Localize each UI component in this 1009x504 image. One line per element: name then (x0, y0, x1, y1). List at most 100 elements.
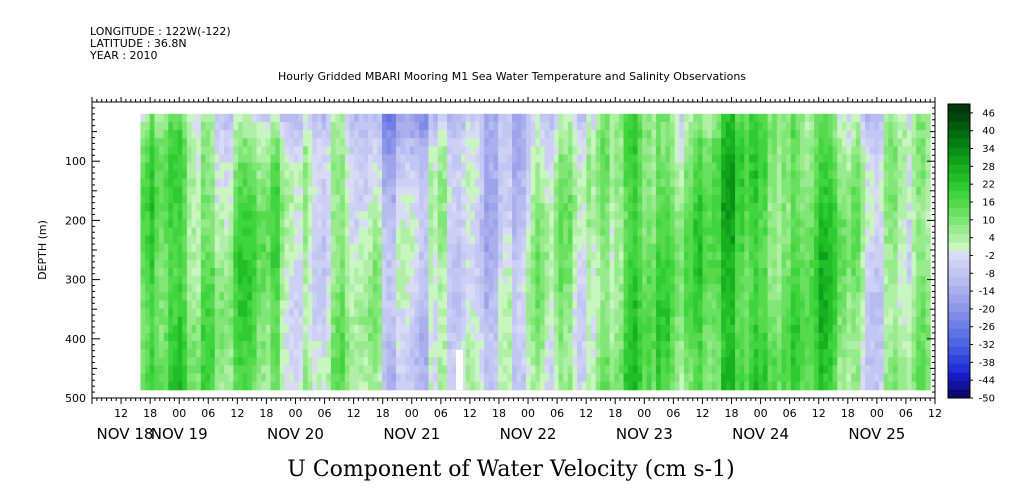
heatmap-cell (196, 292, 202, 302)
heatmap-cell (567, 332, 574, 342)
heatmap-cell (693, 308, 699, 318)
heatmap-cell (354, 259, 360, 269)
heatmap-cell (604, 194, 611, 204)
heatmap-cell (330, 211, 337, 220)
heatmap-cell (711, 381, 718, 391)
heatmap-cell (665, 219, 671, 229)
heatmap-cell (670, 146, 676, 156)
heatmap-cell (335, 170, 341, 180)
heatmap-cell (358, 170, 365, 180)
heatmap-cell (224, 276, 230, 285)
heatmap-cell (479, 284, 485, 293)
heatmap-cell (800, 162, 806, 172)
heatmap-cell (186, 332, 193, 342)
heatmap-cell (567, 324, 574, 334)
heatmap-cell (739, 357, 745, 366)
heatmap-cell (735, 235, 741, 245)
heatmap-cell (261, 130, 267, 139)
heatmap-cell (767, 178, 773, 188)
heatmap-cell (177, 365, 183, 375)
heatmap-cell (553, 138, 560, 147)
heatmap-cell (219, 235, 225, 245)
heatmap-cell (145, 341, 151, 350)
heatmap-cell (344, 284, 351, 293)
heatmap-cell (423, 332, 430, 342)
heatmap-cell (739, 211, 745, 220)
heatmap-cell (670, 170, 676, 180)
heatmap-cell (442, 186, 448, 196)
heatmap-cell (293, 235, 299, 245)
heatmap-cell (219, 138, 225, 147)
heatmap-cell (800, 357, 806, 366)
heatmap-cell (210, 251, 216, 261)
heatmap-cell (781, 227, 787, 237)
heatmap-cell (159, 243, 165, 253)
heatmap-cell (368, 170, 374, 180)
heatmap-cell (516, 381, 522, 391)
heatmap-cell (781, 219, 787, 229)
heatmap-cell (530, 365, 536, 375)
heatmap-cell (786, 219, 792, 229)
heatmap-cell (586, 381, 592, 391)
heatmap-cell (409, 203, 416, 212)
heatmap-cell (744, 259, 750, 269)
heatmap-cell (386, 324, 392, 334)
heatmap-cell (488, 219, 495, 229)
heatmap-cell (614, 373, 620, 383)
heatmap-cell (800, 292, 806, 302)
heatmap-cell (326, 154, 332, 164)
heatmap-cell (498, 211, 504, 220)
heatmap-cell (275, 308, 281, 318)
heatmap-cell (349, 284, 355, 293)
heatmap-cell (312, 235, 318, 245)
heatmap-cell (526, 243, 532, 253)
heatmap-cell (400, 170, 406, 180)
heatmap-cell (674, 316, 680, 326)
heatmap-cell (363, 219, 369, 229)
heatmap-cell (238, 276, 244, 285)
heatmap-cell (419, 349, 425, 358)
heatmap-cell (400, 203, 406, 212)
heatmap-cell (451, 194, 457, 204)
heatmap-cell (507, 194, 513, 204)
heatmap-cell (423, 162, 430, 172)
heatmap-cell (558, 349, 564, 358)
heatmap-cell (591, 211, 597, 220)
heatmap-cell (419, 381, 425, 391)
heatmap-cell (539, 162, 546, 172)
heatmap-cell (586, 211, 592, 220)
heatmap-cell (437, 276, 443, 285)
heatmap-cell (628, 373, 634, 383)
heatmap-cell (526, 259, 532, 269)
heatmap-cell (563, 130, 569, 139)
heatmap-cell (818, 276, 824, 285)
heatmap-cell (553, 381, 560, 391)
heatmap-cell (632, 121, 639, 131)
heatmap-cell (256, 373, 262, 383)
heatmap-cell (693, 324, 699, 334)
heatmap-cell (697, 130, 704, 139)
heatmap-cell (711, 332, 718, 342)
heatmap-cell (679, 276, 685, 285)
heatmap-cell (224, 170, 230, 180)
heatmap-cell (326, 211, 332, 220)
heatmap-cell (200, 130, 207, 139)
heatmap-cell (618, 308, 625, 318)
heatmap-cell (177, 211, 183, 220)
heatmap-cell (809, 186, 815, 196)
heatmap-cell (498, 186, 504, 196)
heatmap-cell (767, 341, 773, 350)
heatmap-cell (154, 235, 160, 245)
heatmap-cell (349, 170, 355, 180)
heatmap-cell (577, 227, 583, 237)
heatmap-cell (368, 146, 374, 156)
heatmap-cell (772, 341, 778, 350)
heatmap-cell (484, 373, 490, 383)
heatmap-cell (772, 203, 778, 212)
heatmap-cell (423, 138, 430, 147)
heatmap-cell (632, 308, 639, 318)
heatmap-cell (758, 194, 764, 204)
heatmap-cell (600, 243, 606, 253)
heatmap-cell (739, 243, 745, 253)
heatmap-cell (437, 300, 443, 310)
